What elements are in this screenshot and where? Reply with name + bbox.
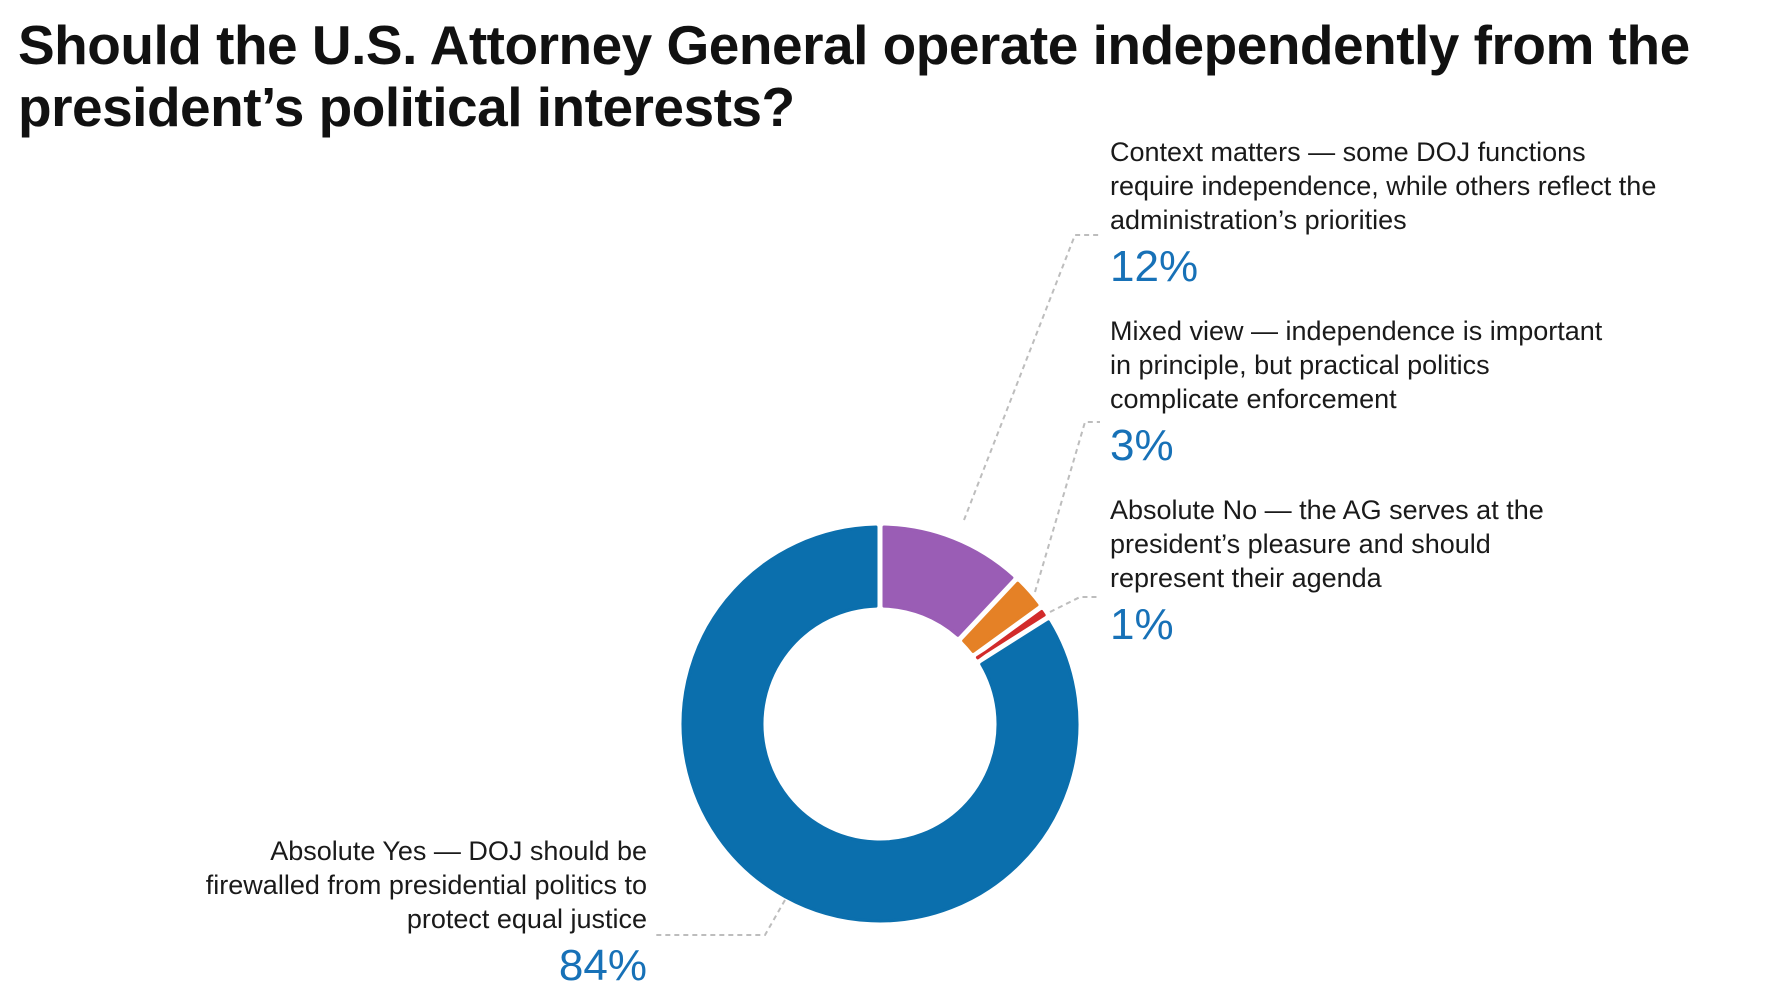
- slice-label-yes: Absolute Yes — DOJ should be firewalled …: [160, 834, 647, 992]
- slice-value-mixed: 3%: [1110, 421, 1174, 470]
- leader-line-yes: [655, 899, 786, 936]
- slice-mixed: [962, 581, 1039, 653]
- slice-label-mixed: Mixed view — independence is important i…: [1110, 314, 1610, 472]
- donut-slices: [681, 525, 1079, 923]
- leader-line-mixed: [1034, 421, 1100, 593]
- slice-label-no-text: Absolute No — the AG serves at the presi…: [1110, 495, 1544, 593]
- slice-value-no: 1%: [1110, 600, 1174, 649]
- slice-label-no: Absolute No — the AG serves at the presi…: [1110, 493, 1590, 651]
- slice-label-context: Context matters — some DOJ functions req…: [1110, 135, 1670, 293]
- slice-value-context: 12%: [1110, 242, 1199, 291]
- leader-line-no: [1049, 596, 1100, 613]
- slice-yes: [681, 525, 1079, 923]
- leader-lines: [655, 234, 1100, 936]
- slice-no: [975, 609, 1046, 660]
- slice-context: [882, 525, 1014, 637]
- chart-title: Should the U.S. Attorney General operate…: [18, 14, 1690, 138]
- slice-value-yes: 84%: [558, 941, 647, 990]
- slice-label-yes-text: Absolute Yes — DOJ should be firewalled …: [205, 836, 647, 934]
- slice-label-mixed-text: Mixed view — independence is important i…: [1110, 316, 1603, 414]
- leader-line-context: [963, 234, 1100, 521]
- slice-label-context-text: Context matters — some DOJ functions req…: [1110, 137, 1657, 235]
